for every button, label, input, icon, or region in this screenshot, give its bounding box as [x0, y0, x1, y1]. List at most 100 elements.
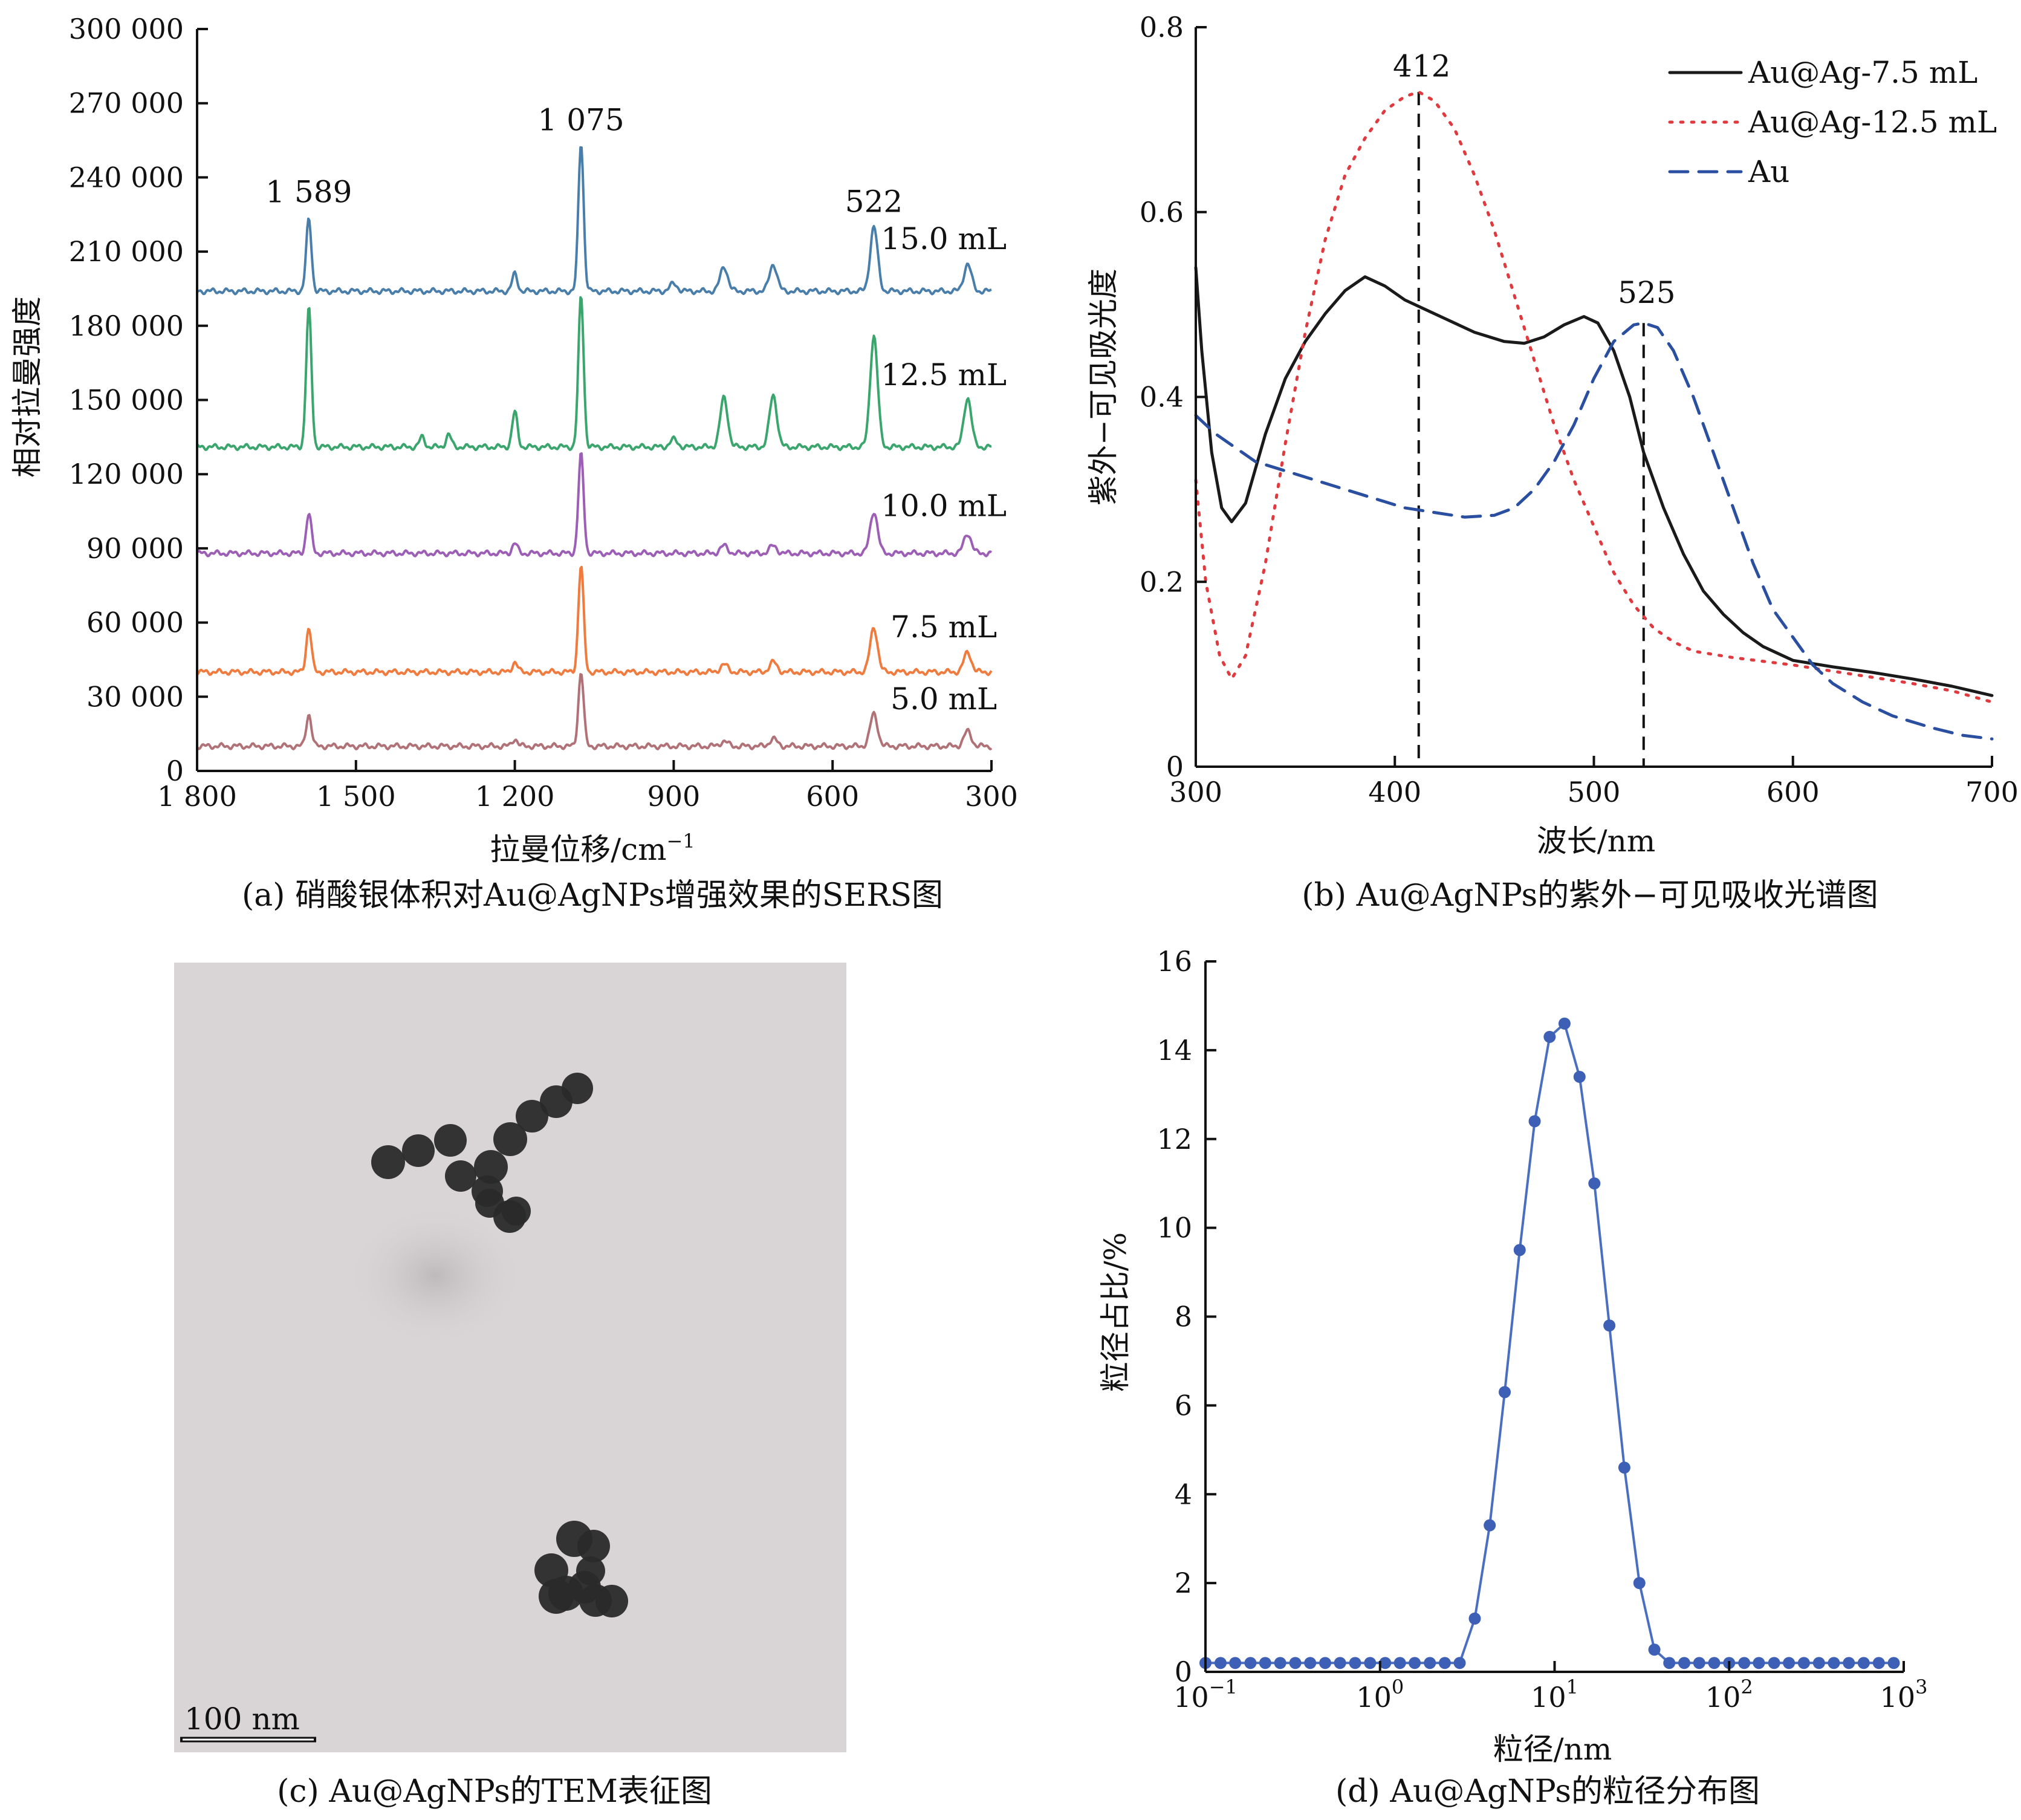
panel-c-caption: (c) Au@AgNPs的TEM表征图: [277, 1773, 712, 1810]
panel-d-data-point: [1244, 1657, 1257, 1669]
panel-d-data-point: [1513, 1244, 1526, 1256]
panel-a-axes: [196, 29, 991, 772]
panel-d-data-point: [1289, 1657, 1302, 1669]
panel-d-axes: [1204, 961, 1904, 1673]
panel-d-data-point: [1648, 1643, 1661, 1656]
tem-nanoparticle: [371, 1145, 405, 1179]
panel-d-data-point: [1663, 1657, 1676, 1669]
panel-a-y-tick-label: 60 000: [86, 606, 184, 639]
tem-nanoparticle: [493, 1122, 527, 1156]
tem-nanoparticle: [516, 1100, 548, 1133]
panel-a-ticks: 0 30 000 60 000 90 000 120 000 150 000 180 000…: [69, 13, 1018, 813]
tem-nanoparticle: [402, 1134, 435, 1167]
panel-d-x-tick-base: 10: [1173, 1681, 1209, 1714]
panel-a-series-label: 5.0 mL: [890, 681, 997, 717]
tem-nanoparticle: [539, 1579, 574, 1614]
panel-d-ylabel: 粒径占比/%: [1098, 1232, 1133, 1392]
panel-b-peak-label: 525: [1618, 275, 1675, 310]
panel-d-data-point: [1424, 1657, 1436, 1669]
panel-d-y-tick-label: 6: [1175, 1389, 1192, 1422]
panel-d-xlabel: 粒径/nm: [1493, 1732, 1612, 1767]
panel-b-x-tick-label: 600: [1766, 776, 1820, 808]
panel-d-data-point: [1393, 1657, 1406, 1669]
panel-d-data-point: [1753, 1657, 1765, 1669]
panel-d-data-point: [1558, 1017, 1571, 1030]
panel-b-dashed-markers: [1417, 92, 1645, 767]
panel-b-legend: Au@Ag-7.5 mL Au@Ag-12.5 mL Au: [1668, 55, 1997, 189]
panel-b-x-tick-label: 400: [1368, 776, 1421, 808]
panel-b-y-tick-label: 0.6: [1140, 196, 1184, 229]
panel-b-y-tick-label: 0.8: [1140, 11, 1184, 44]
panel-a-series: [196, 146, 993, 750]
panel-d-x-tick-label: 101: [1531, 1675, 1578, 1714]
panel-d-data-point: [1618, 1461, 1630, 1474]
panel-d-x-tick-label: 10−1: [1173, 1675, 1238, 1714]
panel-a-series-labels: 15.0 mL 12.5 mL 10.0 mL 7.5 mL 5.0 mL: [881, 221, 1007, 717]
panel-d-data-point: [1783, 1657, 1796, 1669]
panel-a-series-line: [196, 673, 993, 750]
panel-d-data-point: [1738, 1657, 1751, 1669]
panel-d-x-tick-exp: 0: [1392, 1675, 1404, 1698]
panel-a-y-tick-label: 90 000: [86, 532, 184, 565]
panel-d-data-point: [1438, 1657, 1451, 1669]
panel-d-x-tick-base: 10: [1356, 1681, 1392, 1714]
panel-d-data-point: [1843, 1657, 1855, 1669]
panel-b-x-tick-label: 700: [1965, 776, 2019, 808]
panel-a-sers-chart: 0 30 000 60 000 90 000 120 000 150 000 180 000…: [10, 13, 1018, 914]
panel-b-peak-label: 412: [1393, 48, 1450, 83]
panel-d-data-point: [1708, 1657, 1721, 1669]
tem-nanoparticle: [595, 1585, 628, 1617]
panel-a-y-tick-label: 30 000: [86, 680, 184, 713]
panel-d-data-point: [1828, 1657, 1840, 1669]
panel-a-caption: (a) 硝酸银体积对Au@AgNPs增强效果的SERS图: [242, 877, 943, 914]
panel-a-xlabel-main: 拉曼位移/cm: [490, 832, 666, 867]
tem-nanoparticle: [434, 1124, 467, 1157]
panel-b-y-tick-label: 0.4: [1140, 381, 1184, 414]
panel-a-y-tick-label: 0: [166, 755, 184, 787]
tem-scale-label: 100 nm: [184, 1701, 300, 1737]
panel-d-x-tick-exp: −1: [1209, 1675, 1238, 1698]
panel-b-caption: (b) Au@AgNPs的紫外−可见吸收光谱图: [1302, 877, 1878, 914]
panel-d-data-point: [1453, 1657, 1466, 1669]
tem-background: [174, 963, 846, 1752]
panel-b-y-tick-label: 0.2: [1140, 565, 1184, 598]
panel-a-x-tick-label: 300: [965, 780, 1018, 813]
panel-a-x-tick-label: 600: [806, 780, 859, 813]
panel-d-x-tick-exp: 2: [1740, 1675, 1753, 1698]
panel-b-uvvis-chart: 0 0.2 0.4 0.6 0.8 300 400 500 600 700 412 525 Au@A…: [1086, 11, 2019, 914]
panel-b-series-line: [1194, 266, 1994, 697]
panel-d-series: [1199, 1017, 1900, 1669]
panel-d-x-tick-label: 100: [1356, 1675, 1404, 1714]
panel-a-peak-label: 522: [845, 184, 903, 219]
panel-d-data-point: [1319, 1657, 1332, 1669]
panel-d-data-point: [1633, 1577, 1646, 1590]
panel-a-series-line: [196, 146, 992, 296]
panel-d-x-tick-label: 103: [1880, 1675, 1928, 1714]
panel-d-data-point: [1484, 1519, 1496, 1532]
panel-d-data-point: [1349, 1657, 1361, 1669]
panel-a-x-tick-label: 1 500: [316, 780, 396, 813]
panel-d-data-point: [1409, 1657, 1421, 1669]
tem-particles: [371, 1073, 628, 1617]
panel-a-y-tick-label: 180 000: [69, 310, 184, 342]
panel-a-peak-label: 1 589: [265, 174, 352, 209]
panel-d-data-point: [1603, 1319, 1616, 1332]
panel-d-data-point: [1887, 1657, 1900, 1669]
panel-a-series-line: [196, 452, 993, 557]
panel-a-series-label: 10.0 mL: [881, 489, 1007, 524]
tem-nanoparticle: [576, 1556, 605, 1585]
panel-b-series: [1194, 90, 1994, 741]
tem-nanoparticle: [577, 1530, 610, 1562]
panel-d-data-point: [1528, 1115, 1541, 1128]
panel-c-tem-image: 100 nm (c) Au@AgNPs的TEM表征图: [174, 963, 846, 1810]
panel-d-y-tick-label: 2: [1175, 1567, 1192, 1599]
tem-nanoparticle: [540, 1085, 573, 1118]
panel-a-y-tick-label: 120 000: [69, 458, 184, 490]
panel-a-x-tick-label: 1 200: [475, 780, 555, 813]
panel-d-data-point: [1499, 1386, 1511, 1399]
panel-a-annotations: 1 589 1 075 522: [265, 103, 903, 219]
panel-d-x-tick-base: 10: [1531, 1681, 1566, 1714]
panel-d-data-point: [1768, 1657, 1780, 1669]
panel-b-xlabel: 波长/nm: [1537, 824, 1655, 859]
